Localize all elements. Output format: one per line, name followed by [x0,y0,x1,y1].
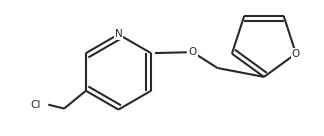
Text: N: N [115,29,122,39]
Text: Cl: Cl [30,100,40,110]
Text: O: O [189,47,197,57]
Text: O: O [292,49,300,59]
